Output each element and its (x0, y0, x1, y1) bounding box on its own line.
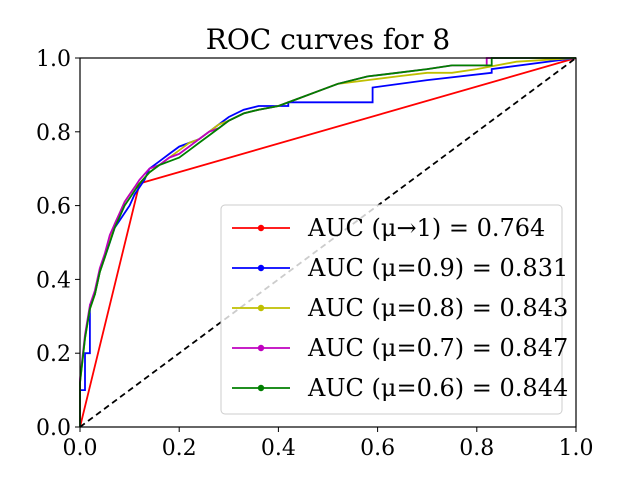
x-tick-label: 0.2 (162, 436, 197, 461)
legend-label-2: AUC (μ=0.8) = 0.843 (307, 294, 568, 322)
legend-label-4: AUC (μ=0.6) = 0.844 (307, 374, 568, 402)
legend-swatch-marker-2 (257, 304, 265, 312)
legend-label-1: AUC (μ=0.9) = 0.831 (307, 254, 568, 282)
x-tick-label: 0.0 (63, 436, 98, 461)
y-tick-label: 0.2 (36, 342, 71, 367)
x-tick-label: 1.0 (559, 436, 594, 461)
legend-swatch-marker-1 (257, 264, 265, 272)
x-tick-label: 0.6 (360, 436, 395, 461)
x-tick-label: 0.8 (459, 436, 494, 461)
y-tick-label: 0.0 (36, 416, 71, 441)
plot-frame (79, 57, 577, 428)
chart-title: ROC curves for 8 (206, 23, 450, 56)
legend-swatch-marker-3 (257, 344, 265, 352)
legend-label-0: AUC (μ→1) = 0.764 (307, 214, 545, 242)
x-tick-label: 0.4 (261, 436, 296, 461)
diagonal-chance-line (79, 57, 577, 428)
legend-swatch-marker-0 (257, 224, 265, 232)
y-tick-label: 0.8 (36, 121, 71, 146)
y-tick-label: 0.6 (36, 195, 71, 220)
legend-swatch-marker-4 (257, 384, 265, 392)
y-tick-label: 0.4 (36, 268, 71, 293)
legend-box (220, 204, 563, 415)
series-line-4 (79, 57, 576, 427)
y-tick-label: 1.0 (36, 47, 71, 72)
legend-label-3: AUC (μ=0.7) = 0.847 (307, 334, 568, 362)
